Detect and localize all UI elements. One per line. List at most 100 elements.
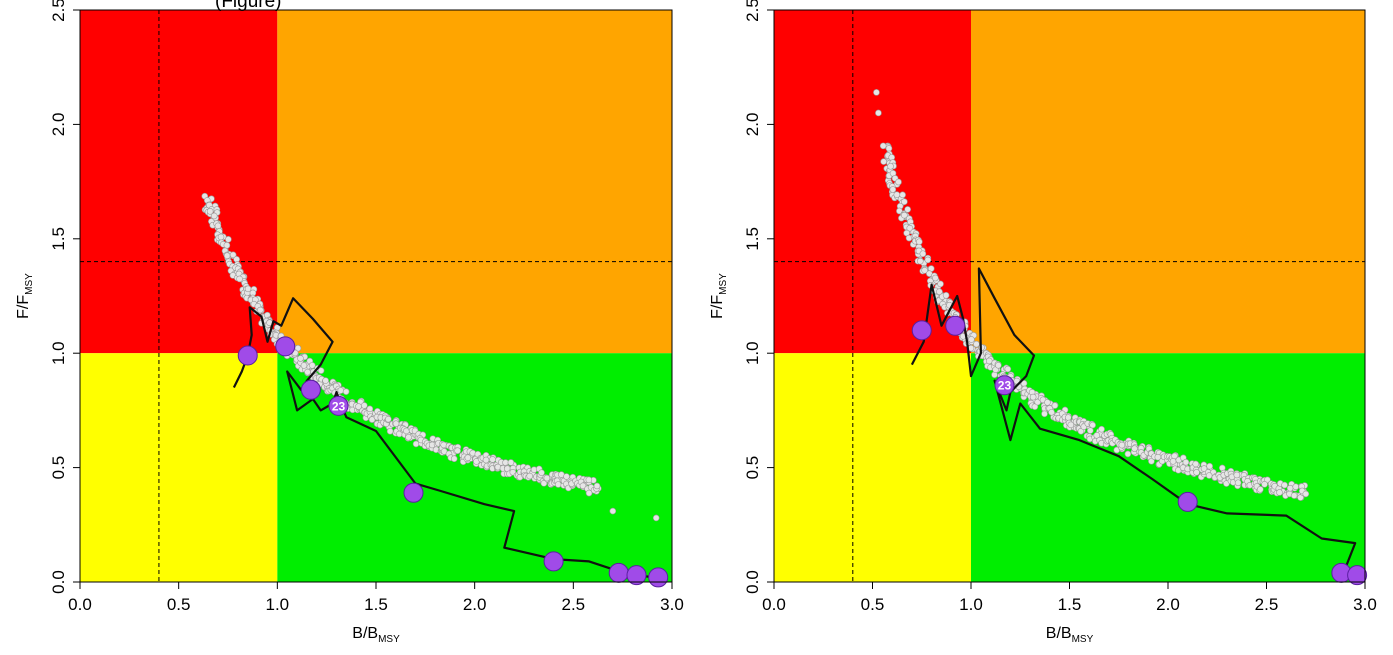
cloud-point [895,178,902,186]
x-tick-label: 2.5 [1255,595,1279,614]
y-axis-label: F/FMSY [15,273,35,319]
x-axis-label: B/BMSY [352,625,400,645]
year-marker-dot [543,551,564,572]
year-marker [275,336,296,357]
year-marker-dot [911,320,932,341]
y-axis-label-sub: MSY [24,273,35,295]
year-marker-dot [1347,565,1368,586]
cloud-point [337,387,345,394]
year-marker-dot [626,565,647,586]
cloud-point [919,250,927,258]
year-marker [945,315,966,336]
cloud-point [440,441,447,449]
year-marker [300,379,321,400]
year-marker-dot [275,336,296,357]
cloud-point [1148,457,1155,465]
year-marker-dot [648,567,669,588]
year-marker [543,551,564,572]
yellow-zone [80,353,278,582]
year-marker: 23 [328,395,349,416]
panel-right: 23 0.0 0.5 1.0 1.5 2.0 2.5 3.0 0.0 0.5 1.0 1.5 2.0 2.… [709,0,1377,645]
cloud-point [223,241,231,249]
uncertainty-cloud [873,89,1310,501]
cloud-point [526,472,534,480]
cloud-point [652,514,660,522]
cloud-point [217,233,225,241]
y-axis-label-main: F/F [15,295,32,319]
cloud-point [942,292,950,299]
cloud-point [206,208,214,215]
y-axis-label-sub: MSY [718,273,729,295]
cloud-point [563,473,570,480]
orange-zone [971,10,1365,354]
cloud-point [893,191,901,198]
x-tick-label: 3.0 [1353,595,1377,614]
cloud-point [1029,393,1037,401]
x-axis-label: B/BMSY [1046,625,1094,645]
cloud-point [585,476,593,484]
y-axis-label-main: F/F [709,295,726,319]
cloud-point [937,280,944,288]
y-tick-label: 2.0 [743,113,762,137]
cloud-point [1044,399,1051,406]
cloud-point [223,252,231,260]
cloud-point [236,275,243,283]
year-marker [403,482,424,503]
cloud-point [210,212,218,220]
cloud-point [1086,427,1094,434]
y-tick-label: 2.0 [49,113,68,137]
red-zone [80,10,278,354]
y-tick-label: 2.5 [743,0,762,22]
x-tick-label: 1.5 [364,595,388,614]
cloud-point [405,433,412,441]
year-marker-dot [608,562,629,583]
year-marker [237,345,258,366]
cloud-point [973,340,980,348]
year-marker-dot [994,375,1015,396]
x-tick-label: 1.5 [1058,595,1082,614]
x-tick-label: 0.5 [861,595,885,614]
cloud-point [257,306,264,314]
y-tick-label: 0.0 [743,570,762,594]
year-marker-dot [328,395,349,416]
cloud-point [507,459,515,466]
year-marker-dot [403,482,424,503]
y-tick-label: 2.5 [49,0,68,22]
y-tick-label: 1.0 [49,341,68,365]
cloud-point [454,447,461,455]
y-tick-label: 1.5 [743,227,762,251]
year-marker [648,567,669,588]
cloud-point [317,367,325,374]
cloud-point [489,456,496,463]
cloud-point [889,186,897,193]
cloud-point [1051,402,1059,409]
cloud-point [1257,486,1264,493]
cloud-point [916,257,924,265]
cloud-point [300,362,308,369]
cloud-point [901,198,908,206]
cloud-point [1286,484,1294,492]
cloud-point [585,489,593,497]
cloud-point [1276,489,1283,496]
cloud-point [921,267,928,274]
x-axis-label-main: B/B [352,625,378,642]
cloud-point [342,388,350,395]
cloud-point [593,482,601,490]
cloud-point [366,405,374,413]
year-marker-label: 23 [998,379,1012,393]
cloud-point [906,224,914,232]
cloud-point [1048,408,1055,416]
x-tick-label: 2.5 [562,595,586,614]
cloud-point [1290,492,1298,499]
cloud-point [1302,490,1310,498]
cloud-point [879,142,887,150]
year-marker-dot [945,315,966,336]
cloud-point [1004,365,1012,373]
cloud-point [538,469,545,476]
cloud-point [1118,441,1126,449]
cloud-point [1098,425,1105,433]
cloud-point [880,158,887,165]
cloud-point [225,236,232,243]
cloud-point [995,361,1002,369]
